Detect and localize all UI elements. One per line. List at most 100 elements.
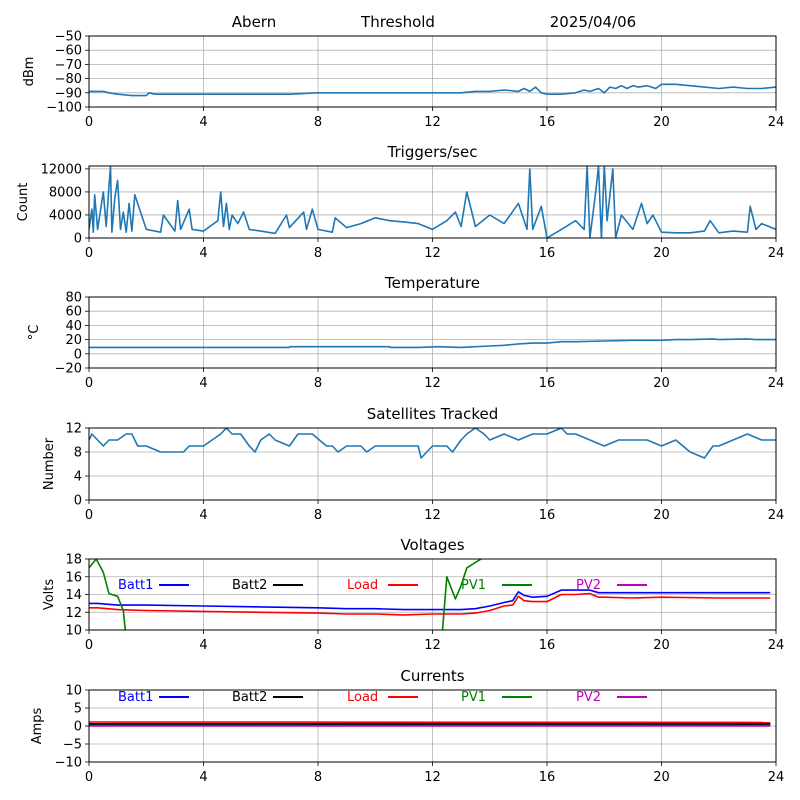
y-tick-label: −70 (55, 58, 82, 73)
y-tick-label: −5 (63, 738, 82, 753)
y-tick-label: −50 (55, 30, 82, 45)
x-tick-label: 20 (653, 246, 670, 261)
x-tick-label: 12 (424, 376, 441, 391)
y-tick-label: −60 (55, 44, 82, 59)
y-axis-label: dBm (22, 57, 37, 87)
y-tick-label: 12 (65, 422, 82, 437)
x-tick-label: 8 (314, 638, 322, 653)
x-tick-label: 8 (314, 770, 322, 785)
x-tick-label: 12 (424, 770, 441, 785)
x-tick-label: 0 (85, 770, 93, 785)
chart-panel-currents: Batt1 Batt2 Load PV1 PV2 0 4 8 12 16 20 24 −10 −5 0 5 10… (30, 667, 784, 785)
legend-label-batt1: Batt1 (118, 690, 153, 705)
x-tick-label: 4 (199, 770, 207, 785)
x-tick-label: 20 (653, 508, 670, 523)
x-tick-label: 8 (314, 376, 322, 391)
chart-title: Voltages (400, 536, 464, 554)
x-tick-label: 24 (768, 246, 785, 261)
y-tick-label: 0 (74, 347, 82, 362)
legend-label-pv1: PV1 (461, 578, 486, 593)
legend-label-load: Load (347, 690, 378, 705)
x-tick-label: 16 (539, 508, 556, 523)
x-tick-label: 12 (424, 246, 441, 261)
series-line-satellites (89, 428, 776, 459)
y-tick-label: 0 (74, 494, 82, 509)
y-tick-label: −10 (55, 756, 82, 771)
x-tick-label: 4 (199, 246, 207, 261)
y-tick-label: 12000 (41, 162, 82, 177)
x-tick-label: 12 (424, 508, 441, 523)
legend-label-load: Load (347, 578, 378, 593)
chart-panel-triggers: 0 4 8 12 16 20 24 0 4000 8000 12000 Triggers/sec Cou… (16, 143, 784, 261)
x-tick-label: 20 (653, 770, 670, 785)
x-tick-label: 24 (768, 770, 785, 785)
y-tick-label: −20 (55, 362, 82, 377)
x-tick-label: 4 (199, 115, 207, 130)
y-tick-label: −90 (55, 86, 82, 101)
chart-title: Triggers/sec (387, 143, 478, 161)
x-tick-label: 0 (85, 115, 93, 130)
legend-label-pv2: PV2 (576, 690, 601, 705)
x-tick-label: 4 (199, 638, 207, 653)
x-tick-label: 0 (85, 638, 93, 653)
chart-title: Temperature (384, 274, 480, 292)
legend-label-batt1: Batt1 (118, 578, 153, 593)
series-line-load (89, 592, 771, 616)
y-tick-label: 0 (74, 720, 82, 735)
chart-panel-signal: 0 4 8 12 16 20 24 −50−60−70−80−90−100 dBm (22, 30, 784, 131)
chart-title: Currents (400, 667, 464, 685)
x-tick-label: 24 (768, 638, 785, 653)
series-line-batt1 (89, 589, 771, 611)
chart-title: Satellites Tracked (367, 405, 498, 423)
chart-panel-voltages: Batt1 Batt2 Load PV1 PV2 0 4 8 12 16 20 24 10 12 14 16 1… (42, 536, 784, 653)
x-tick-label: 20 (653, 115, 670, 130)
header-station: Abern (232, 13, 276, 31)
x-tick-label: 20 (653, 638, 670, 653)
y-tick-label: 16 (65, 570, 82, 585)
y-tick-label: 20 (65, 333, 82, 348)
header-mode: Threshold (360, 13, 435, 31)
header-date: 2025/04/06 (550, 13, 636, 31)
y-tick-label: 5 (74, 702, 82, 717)
x-tick-label: 12 (424, 638, 441, 653)
chart-panel-satellites: 0 4 8 12 16 20 24 0 4 8 12 Satellites Tracked Number (42, 405, 784, 523)
x-tick-label: 24 (768, 376, 785, 391)
y-axis-label: Amps (30, 707, 45, 744)
x-tick-label: 20 (653, 376, 670, 391)
x-tick-label: 4 (199, 508, 207, 523)
x-tick-label: 8 (314, 246, 322, 261)
y-tick-label: −100 (46, 101, 82, 116)
y-tick-label: 10 (65, 624, 82, 639)
series-line-temperature (89, 338, 776, 349)
y-tick-label: 80 (65, 291, 82, 306)
y-tick-label: 4000 (49, 208, 82, 223)
y-axis-label: Number (42, 437, 57, 490)
x-tick-label: 8 (314, 115, 322, 130)
y-tick-label: 10 (65, 684, 82, 699)
x-tick-label: 0 (85, 376, 93, 391)
x-tick-label: 16 (539, 376, 556, 391)
series-line-triggers (89, 166, 776, 238)
series-line-dbm (89, 83, 776, 97)
x-tick-label: 16 (539, 246, 556, 261)
x-tick-label: 24 (768, 508, 785, 523)
y-tick-label: 18 (65, 553, 82, 568)
y-tick-label: 8000 (49, 185, 82, 200)
y-tick-label: −80 (55, 72, 82, 87)
x-tick-label: 16 (539, 638, 556, 653)
x-tick-label: 8 (314, 508, 322, 523)
x-tick-label: 4 (199, 376, 207, 391)
legend-label-batt2: Batt2 (232, 690, 267, 705)
y-tick-label: 12 (65, 606, 82, 621)
y-tick-label: 0 (74, 232, 82, 247)
y-tick-label: 8 (74, 446, 82, 461)
series-line-pv1 (89, 559, 483, 630)
y-axis-label: °C (27, 325, 42, 341)
legend-label-pv1: PV1 (461, 690, 486, 705)
y-tick-label: 60 (65, 305, 82, 320)
y-tick-label: 4 (74, 470, 82, 485)
x-tick-label: 12 (424, 115, 441, 130)
